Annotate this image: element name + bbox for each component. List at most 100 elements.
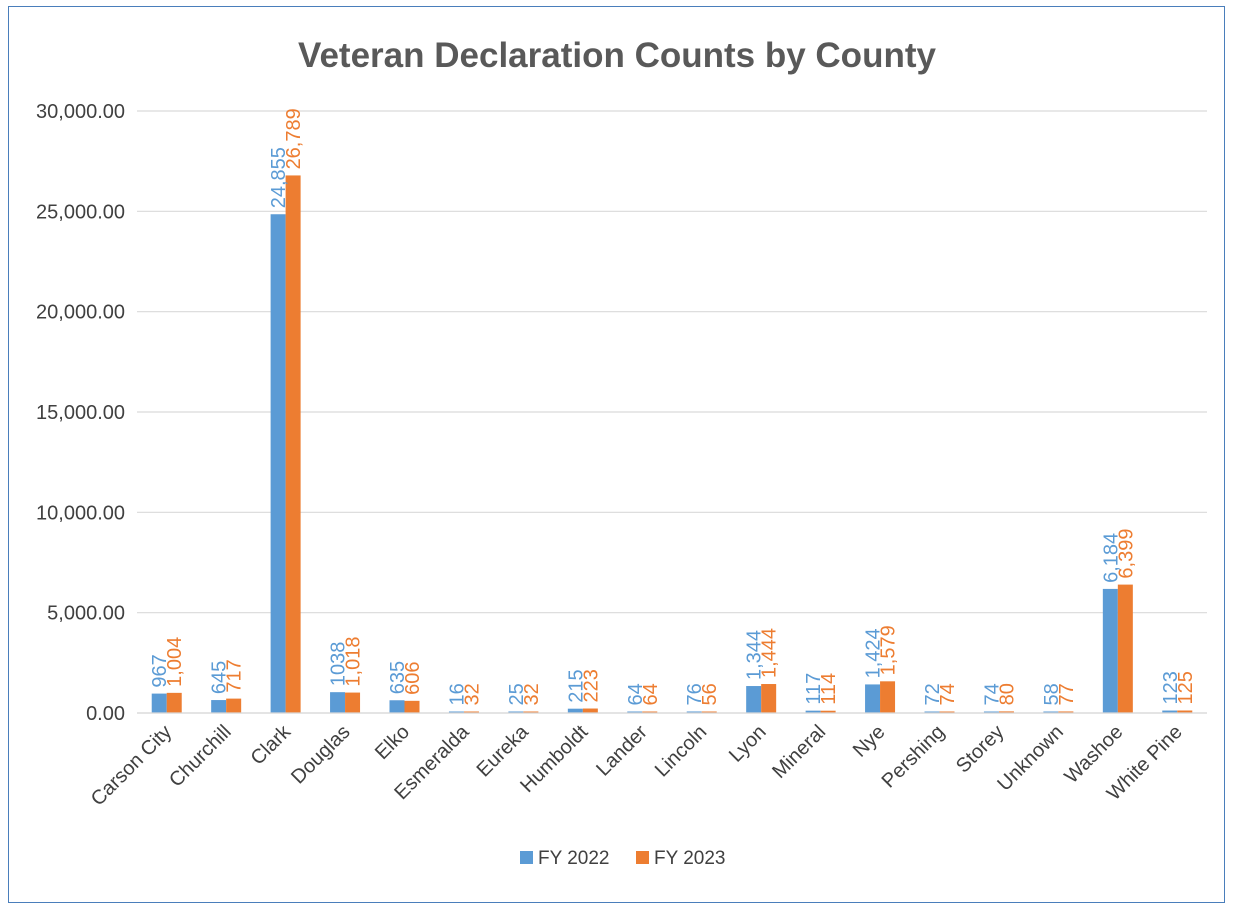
bar <box>404 700 420 713</box>
data-label: 215 <box>565 669 587 702</box>
bar <box>151 693 167 713</box>
data-label: 6,184 <box>1100 533 1122 583</box>
x-tick-label: Pershing <box>878 721 949 792</box>
grid-lines <box>137 110 1207 714</box>
x-tick-label: Carson City <box>87 721 176 810</box>
x-tick-label: Churchill <box>165 721 236 792</box>
bar <box>939 711 955 713</box>
chart-svg: Veteran Declaration Counts by County 0.0… <box>36 36 1207 869</box>
chart-title: Veteran Declaration Counts by County <box>298 36 936 75</box>
bar <box>627 711 643 713</box>
data-label: 606 <box>402 661 424 694</box>
bar <box>523 711 539 713</box>
y-axis-ticks: 0.00 5,000.00 10,000.00 15,000.00 20,000.00 2… <box>36 101 125 725</box>
legend: FY 2022 FY 2023 <box>520 848 725 869</box>
bar <box>642 711 658 713</box>
bar <box>389 700 405 713</box>
x-tick-label: Storey <box>952 721 1008 777</box>
bar <box>567 708 583 713</box>
data-label: 1,344 <box>744 630 766 680</box>
y-tick-label: 30,000.00 <box>36 101 125 123</box>
legend-label: FY 2023 <box>654 848 725 869</box>
y-tick-label: 0.00 <box>86 703 125 725</box>
bar <box>1102 588 1118 713</box>
bar <box>1043 711 1059 713</box>
data-label: 32 <box>521 683 543 705</box>
data-label: 123 <box>1160 671 1182 704</box>
bar <box>1177 710 1193 713</box>
x-tick-label: Lincoln <box>651 721 711 781</box>
y-tick-label: 5,000.00 <box>47 603 125 625</box>
data-label: 635 <box>387 661 409 694</box>
bar <box>582 708 598 713</box>
legend-label: FY 2022 <box>538 848 609 869</box>
data-label: 74 <box>937 683 959 705</box>
bar <box>270 214 286 714</box>
data-label: 64 <box>625 683 647 705</box>
data-label: 6,399 <box>1115 529 1137 579</box>
bar <box>448 711 464 713</box>
legend-swatch <box>520 851 533 864</box>
data-label: 72 <box>922 683 944 705</box>
x-tick-label: Elko <box>371 721 414 764</box>
data-label: 223 <box>580 669 602 702</box>
bar <box>1117 584 1133 713</box>
data-label: 32 <box>461 683 483 705</box>
data-label: 24,855 <box>268 147 290 208</box>
data-label: 1038 <box>328 642 350 687</box>
data-label: 717 <box>224 659 246 692</box>
data-label: 1,579 <box>878 625 900 675</box>
x-tick-label: Unknown <box>993 721 1068 796</box>
y-tick-label: 25,000.00 <box>36 201 125 223</box>
data-label: 1,018 <box>343 637 365 687</box>
data-label: 1,004 <box>164 637 186 687</box>
bar <box>508 711 524 713</box>
bar <box>345 692 361 713</box>
data-label: 967 <box>149 654 171 687</box>
x-tick-label: Lyon <box>725 721 771 767</box>
x-tick-label: Mineral <box>768 721 830 783</box>
y-tick-label: 10,000.00 <box>36 502 125 524</box>
bar <box>701 711 717 713</box>
data-label: 74 <box>981 683 1003 705</box>
data-label: 125 <box>1175 671 1197 704</box>
bar <box>805 710 821 713</box>
data-label: 645 <box>209 661 231 694</box>
data-label: 114 <box>818 673 840 705</box>
chart-frame: Veteran Declaration Counts by County 0.0… <box>8 6 1225 903</box>
bar <box>761 684 777 713</box>
bar <box>880 681 896 713</box>
bar <box>166 692 182 713</box>
bar <box>285 175 301 713</box>
data-label: 16 <box>446 683 468 705</box>
bar <box>746 686 762 713</box>
x-tick-label: Lander <box>592 721 652 781</box>
y-tick-label: 20,000.00 <box>36 302 125 324</box>
bar <box>924 711 940 713</box>
data-label: 58 <box>1041 683 1063 705</box>
legend-swatch <box>636 851 649 864</box>
data-label: 80 <box>996 683 1018 705</box>
bar <box>1058 711 1074 713</box>
bars <box>137 175 1207 714</box>
bar <box>1162 710 1178 713</box>
data-label: 26,789 <box>283 108 305 169</box>
data-label: 56 <box>699 683 721 705</box>
bar <box>211 700 227 713</box>
bar <box>983 711 999 713</box>
data-label: 117 <box>803 673 825 705</box>
data-label: 77 <box>1056 683 1078 705</box>
bar <box>226 698 242 713</box>
y-tick-label: 15,000.00 <box>36 402 125 424</box>
bar <box>820 710 836 713</box>
x-tick-label: Nye <box>849 721 890 762</box>
data-label: 25 <box>506 683 528 705</box>
bar <box>865 684 881 713</box>
data-label: 76 <box>684 683 706 705</box>
data-label: 1,444 <box>759 628 781 678</box>
x-tick-label: Clark <box>247 720 296 769</box>
bar <box>686 711 702 713</box>
data-label: 1,424 <box>863 628 885 678</box>
